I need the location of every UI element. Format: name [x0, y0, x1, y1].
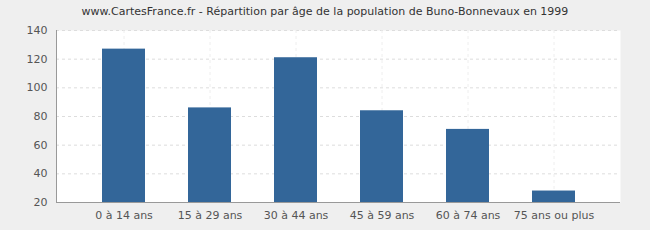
svg-text:80: 80 — [34, 110, 48, 123]
svg-text:30 à 44 ans: 30 à 44 ans — [264, 209, 329, 222]
svg-text:60 à 74 ans: 60 à 74 ans — [436, 209, 501, 222]
svg-text:60: 60 — [34, 139, 48, 152]
svg-text:40: 40 — [34, 167, 48, 180]
svg-text:140: 140 — [27, 24, 48, 37]
svg-text:75 ans ou plus: 75 ans ou plus — [514, 209, 595, 222]
svg-text:0 à 14 ans: 0 à 14 ans — [95, 209, 153, 222]
svg-text:100: 100 — [27, 81, 48, 94]
svg-text:120: 120 — [27, 53, 48, 66]
svg-text:45 à 59 ans: 45 à 59 ans — [350, 209, 415, 222]
svg-text:15 à 29 ans: 15 à 29 ans — [178, 209, 243, 222]
svg-text:20: 20 — [34, 196, 48, 209]
html-text:www.CartesFrance.fr - Répartit: www.CartesFrance.fr - Répartition par âg… — [81, 5, 569, 18]
